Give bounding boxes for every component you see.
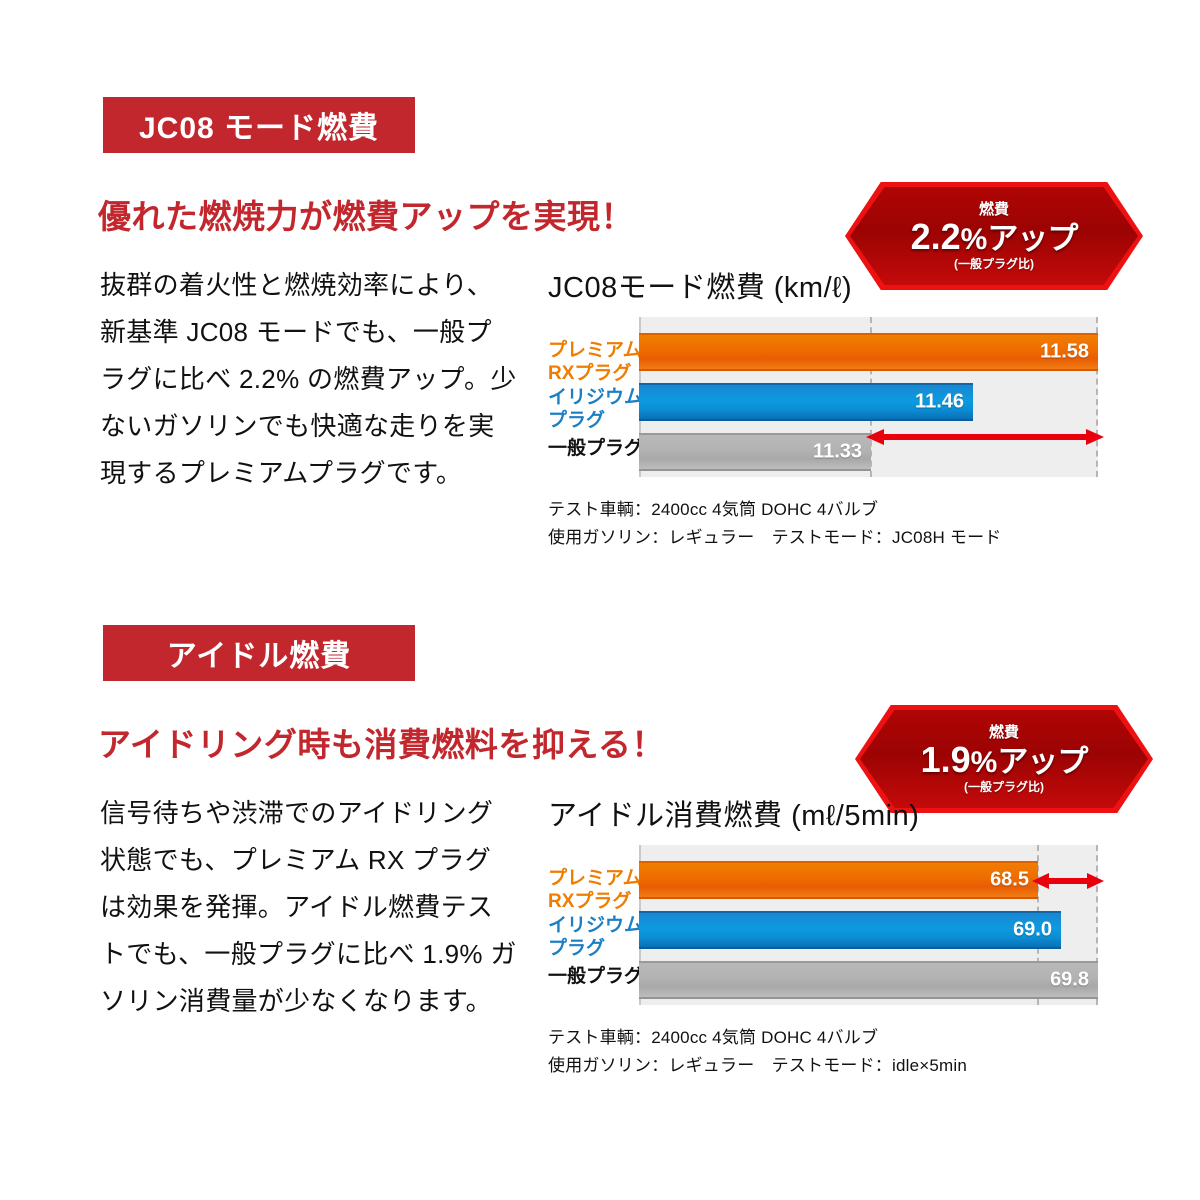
badge-kana: アップ xyxy=(997,743,1088,779)
chart-bar-value: 11.33 xyxy=(813,440,862,463)
badge-number: 1.9 xyxy=(920,738,971,780)
body-line: トでも、一般プラグに比べ 1.9% ガ xyxy=(100,939,517,969)
badge-percent-sign: % xyxy=(960,222,988,256)
badge-kana: アップ xyxy=(987,220,1078,256)
chart-gridline xyxy=(1096,845,1098,1005)
chart-plot-area-jc08: 11.58 11.46 11.33 xyxy=(639,317,1098,477)
body-line: 抜群の着火性と燃焼効率により、 xyxy=(100,270,493,300)
chart-bar-iridium: 69.0 xyxy=(639,911,1061,949)
body-line: 状態でも、プレミアム RX プラグ xyxy=(100,845,492,875)
footnote-line: テスト車輌：2400cc 4気筒 DOHC 4バルブ xyxy=(548,500,879,519)
section-jc08-mode: JC08 モード燃費 優れた燃焼力が燃費アップを実現！ 抜群の着火性と燃焼効率に… xyxy=(98,97,1143,552)
badge-number: 2.2 xyxy=(910,215,961,257)
chart-bar-standard: 69.8 xyxy=(639,961,1098,999)
badge-percent-sign: % xyxy=(970,745,998,779)
chart-footnotes-idle: テスト車輌：2400cc 4気筒 DOHC 4バルブ 使用ガソリン：レギュラー … xyxy=(548,1024,967,1080)
badge-top-label: 燃費 xyxy=(978,200,1009,218)
chart-footnotes-jc08: テスト車輌：2400cc 4気筒 DOHC 4バルブ 使用ガソリン：レギュラー … xyxy=(548,496,1002,552)
chart-bar-value: 11.46 xyxy=(915,390,964,413)
section-headline-idle: アイドリング時も消費燃料を抑える！ xyxy=(98,726,665,763)
chart-gridline xyxy=(1096,317,1098,477)
chart-category-label-iridium: イリジウム プラグ xyxy=(548,915,644,959)
chart-category-label-premium-rx: プレミアム RXプラグ xyxy=(548,868,642,912)
body-line: ないガソリンでも快適な走りを実 xyxy=(100,411,495,441)
chart-bar-value: 68.5 xyxy=(990,868,1029,891)
chart-improvement-arrow-jc08 xyxy=(866,426,1104,448)
badge-main-value: 2.2%アップ xyxy=(910,215,1079,257)
section-tag-idle: アイドル燃費 xyxy=(103,625,415,681)
chart-bar-value: 69.0 xyxy=(1013,918,1052,941)
chart-category-label-standard: 一般プラグ xyxy=(548,966,644,987)
badge-note: (一般プラグ比) xyxy=(964,780,1044,795)
chart-title-jc08: JC08モード燃費 (km/ℓ) xyxy=(548,272,853,304)
chart-bar-premium-rx: 68.5 xyxy=(639,861,1038,899)
badge-inner: 燃費 1.9%アップ (一般プラグ比) xyxy=(860,710,1148,808)
badge-note: (一般プラグ比) xyxy=(954,257,1034,272)
section-tag-jc08: JC08 モード燃費 xyxy=(103,97,415,153)
chart-bar-iridium: 11.46 xyxy=(639,383,973,421)
body-line: 信号待ちや渋滞でのアイドリング xyxy=(100,798,494,828)
footnote-line: テスト車輌：2400cc 4気筒 DOHC 4バルブ xyxy=(548,1028,879,1047)
body-line: は効果を発揮。アイドル燃費テス xyxy=(100,892,494,922)
section-body-idle: 信号待ちや渋滞でのアイドリング 状態でも、プレミアム RX プラグ は効果を発揮… xyxy=(100,790,520,1025)
badge-top-label: 燃費 xyxy=(988,723,1019,741)
chart-bar-value: 69.8 xyxy=(1050,968,1089,991)
chart-bar-premium-rx: 11.58 xyxy=(639,333,1098,371)
badge-fuel-improvement-idle: 燃費 1.9%アップ (一般プラグ比) xyxy=(855,705,1153,813)
body-line: 新基準 JC08 モードでも、一般プ xyxy=(100,317,492,347)
footnote-line: 使用ガソリン：レギュラー テストモード：JC08H モード xyxy=(548,528,1002,547)
chart-improvement-arrow-idle xyxy=(1032,870,1104,892)
badge-main-value: 1.9%アップ xyxy=(920,738,1089,780)
section-body-jc08: 抜群の着火性と燃焼効率により、 新基準 JC08 モードでも、一般プ ラグに比べ… xyxy=(100,262,520,497)
section-tag-jc08-label: JC08 モード燃費 xyxy=(138,112,380,145)
badge-inner: 燃費 2.2%アップ (一般プラグ比) xyxy=(850,187,1138,285)
chart-title-idle: アイドル消費燃費 (mℓ/5min) xyxy=(548,800,920,832)
chart-bar-standard: 11.33 xyxy=(639,433,871,471)
chart-category-label-standard: 一般プラグ xyxy=(548,438,644,459)
footnote-line: 使用ガソリン：レギュラー テストモード：idle×5min xyxy=(548,1056,968,1075)
chart-category-label-premium-rx: プレミアム RXプラグ xyxy=(548,340,642,384)
body-line: ソリン消費量が少なくなります。 xyxy=(100,986,492,1016)
section-tag-idle-label: アイドル燃費 xyxy=(166,640,352,673)
body-line: ラグに比べ 2.2% の燃費アップ。少 xyxy=(100,364,517,394)
badge-fuel-improvement-jc08: 燃費 2.2%アップ (一般プラグ比) xyxy=(845,182,1143,290)
chart-bar-value: 11.58 xyxy=(1040,340,1089,363)
chart-plot-area-idle: 68.5 69.0 69.8 xyxy=(639,845,1098,1005)
section-idle-fuel: アイドル燃費 アイドリング時も消費燃料を抑える！ 信号待ちや渋滞でのアイドリング… xyxy=(98,625,1153,1075)
section-headline-jc08: 優れた燃焼力が燃費アップを実現！ xyxy=(98,198,634,235)
chart-category-label-iridium: イリジウム プラグ xyxy=(548,387,644,431)
body-line: 現するプレミアムプラグです。 xyxy=(100,458,463,488)
